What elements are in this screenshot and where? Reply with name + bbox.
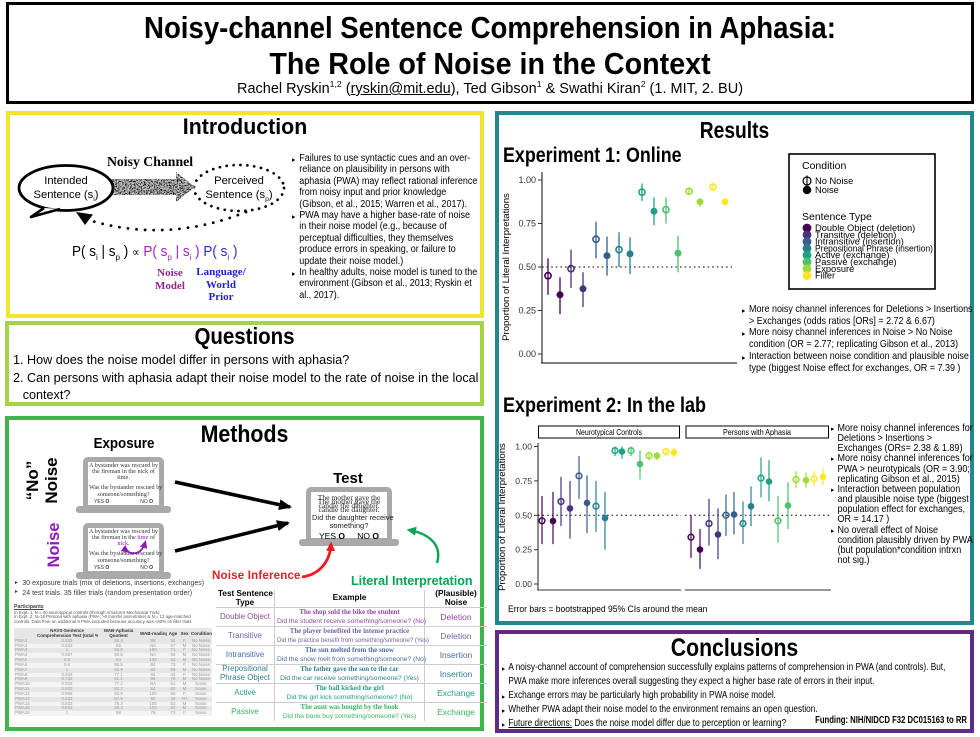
svg-text:Intransitive (insertion): Intransitive (insertion) — [815, 237, 904, 247]
svg-text:Persons with Aphasia: Persons with Aphasia — [723, 427, 791, 437]
svg-text:0.75: 0.75 — [518, 219, 536, 229]
svg-text:Filler: Filler — [815, 271, 835, 281]
svg-text:Neurotypical Controls: Neurotypical Controls — [576, 427, 642, 437]
svg-text:Noise: Noise — [815, 185, 839, 195]
svg-text:0.25: 0.25 — [515, 545, 532, 555]
svg-text:Passive (exchange): Passive (exchange) — [815, 257, 897, 267]
svg-text:Proportion of Literal Interpre: Proportion of Literal Interpretations — [497, 443, 508, 591]
svg-text:Condition: Condition — [802, 160, 847, 172]
svg-text:1.00: 1.00 — [515, 442, 532, 452]
svg-text:Active (exchange): Active (exchange) — [815, 250, 889, 260]
svg-text:0.00: 0.00 — [515, 579, 532, 589]
svg-text:Exposure: Exposure — [815, 264, 854, 274]
svg-text:Prepositional Phrase (insertio: Prepositional Phrase (insertion) — [815, 243, 933, 253]
svg-text:0.00: 0.00 — [518, 349, 536, 359]
svg-text:0.75: 0.75 — [515, 476, 532, 486]
svg-text:1.00: 1.00 — [518, 175, 536, 185]
svg-text:Sentence Type: Sentence Type — [802, 211, 872, 223]
svg-text:No Noise: No Noise — [815, 176, 853, 186]
svg-text:Double Object (deletion): Double Object (deletion) — [815, 223, 915, 233]
svg-text:Transitive (deletion): Transitive (deletion) — [815, 230, 896, 240]
svg-text:0.25: 0.25 — [518, 306, 536, 316]
svg-text:Proportion of Literal Interpre: Proportion of Literal Interpretations — [501, 193, 512, 341]
svg-text:0.50: 0.50 — [518, 262, 536, 272]
svg-text:0.50: 0.50 — [515, 510, 532, 520]
